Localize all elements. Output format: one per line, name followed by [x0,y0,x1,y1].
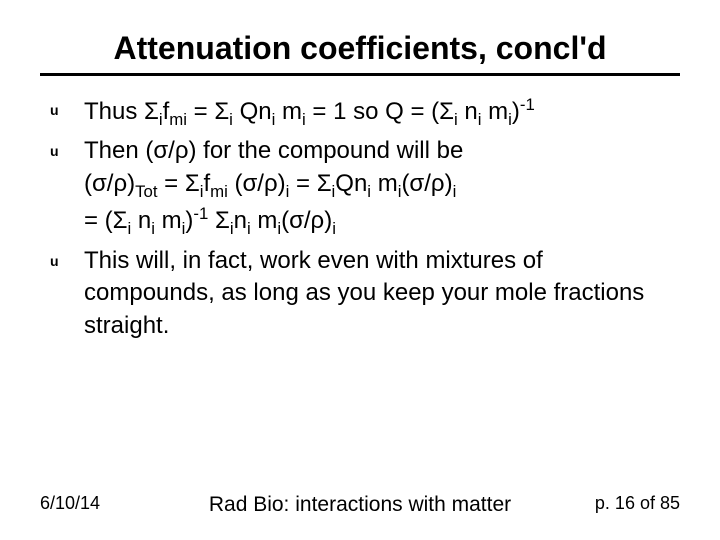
bullet-marker-icon: u [50,252,59,271]
slide-footer: 6/10/14 Rad Bio: interactions with matte… [40,493,680,514]
bullet-marker-icon: u [50,142,59,161]
bullet-list: u Thus Σifmi = Σi Qni mi = 1 so Q = (Σi … [50,94,680,342]
bullet-3: u This will, in fact, work even with mix… [50,245,680,342]
footer-center: Rad Bio: interactions with matter [209,493,511,517]
bullet-2: u Then (σ/ρ) for the compound will be(σ/… [50,135,680,240]
bullet-3-text: This will, in fact, work even with mixtu… [84,247,644,339]
footer-page: p. 16 of 85 [595,493,680,514]
bullet-1-text: Thus Σifmi = Σi Qni mi = 1 so Q = (Σi ni… [84,98,535,125]
bullet-1: u Thus Σifmi = Σi Qni mi = 1 so Q = (Σi … [50,94,680,131]
footer-date: 6/10/14 [40,493,100,514]
bullet-2-text: Then (σ/ρ) for the compound will be(σ/ρ)… [84,137,463,234]
title-rule [40,73,680,76]
bullet-marker-icon: u [50,101,59,120]
slide-title: Attenuation coefficients, concl'd [40,30,680,67]
